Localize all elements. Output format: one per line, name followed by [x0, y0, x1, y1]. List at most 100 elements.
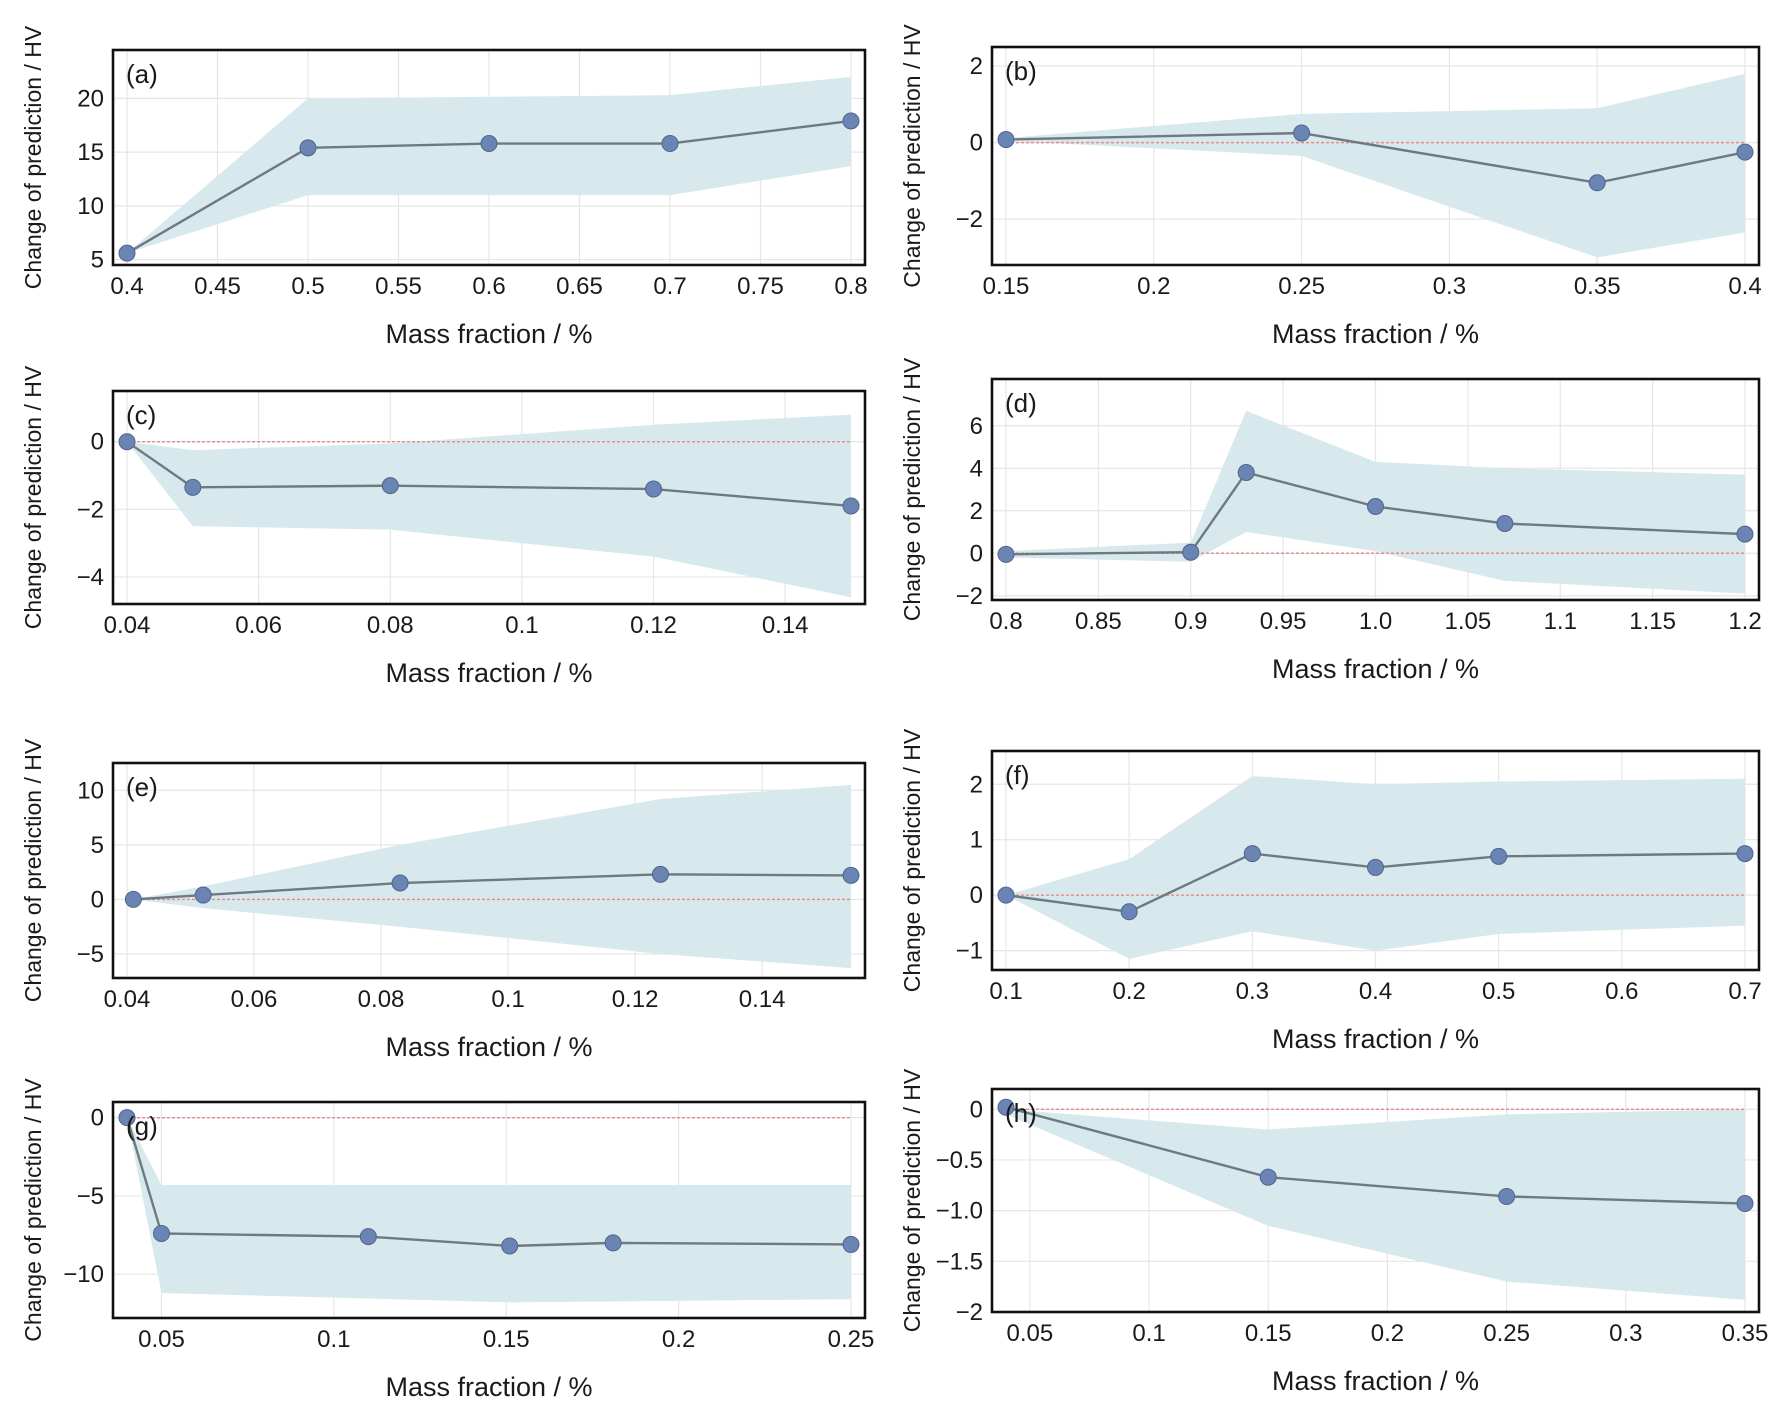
y-tick-label: 10 — [77, 777, 104, 804]
x-tick-label: 1.0 — [1359, 608, 1392, 635]
data-point — [118, 1109, 136, 1127]
data-point — [842, 497, 860, 515]
data-point — [501, 1237, 519, 1255]
data-point — [645, 480, 663, 498]
x-tick-label: 0.5 — [291, 273, 324, 300]
y-tick-label: −1 — [956, 938, 983, 965]
data-point — [842, 1235, 860, 1253]
panel-8: 0.05 0.1 0.15 0.2 0.25 0.3 0.35 −2 −1.5 −1.0 −0.5 0… — [899, 1068, 1768, 1396]
y-tick-label: 0 — [970, 540, 983, 567]
data-point — [1367, 858, 1384, 876]
x-tick-label: 1.15 — [1629, 608, 1676, 635]
x-tick-label: 0.45 — [194, 273, 241, 300]
y-tick-label: 0 — [970, 1096, 983, 1123]
data-point — [381, 477, 399, 495]
x-axis-label: Mass fraction / % — [1272, 319, 1479, 349]
x-tick-label: 0.8 — [834, 273, 867, 300]
x-tick-label: 0.3 — [1236, 978, 1269, 1005]
data-point — [1237, 464, 1255, 481]
y-tick-label: 20 — [77, 85, 104, 112]
data-point — [842, 866, 860, 884]
x-tick-label: 0.1 — [317, 1326, 350, 1353]
x-tick-label: 0.05 — [138, 1326, 185, 1353]
panel-label: (f) — [1005, 760, 1030, 790]
panel-label: (a) — [126, 59, 158, 89]
data-point — [480, 135, 498, 153]
data-point — [1498, 1187, 1516, 1205]
y-tick-label: 2 — [970, 53, 983, 80]
x-axis-label: Mass fraction / % — [1272, 1366, 1479, 1396]
x-tick-label: 0.5 — [1482, 978, 1515, 1005]
data-point — [1736, 845, 1754, 863]
x-tick-label: 0.95 — [1260, 608, 1307, 635]
y-axis-label: Change of prediction / HV — [899, 24, 925, 288]
y-tick-label: 6 — [970, 413, 983, 440]
y-tick-label: −5 — [77, 1183, 104, 1210]
x-tick-label: 0.04 — [104, 986, 151, 1013]
y-tick-label: 0 — [91, 429, 104, 456]
series-line — [1005, 852, 1746, 914]
x-axis-label: Mass fraction / % — [1272, 1024, 1479, 1054]
data-point — [1367, 498, 1384, 515]
y-tick-label: 5 — [91, 247, 104, 274]
x-tick-label: 0.12 — [630, 612, 677, 639]
data-point — [391, 874, 409, 892]
x-tick-label: 0.08 — [367, 612, 414, 639]
series-line — [125, 1117, 852, 1248]
x-tick-label: 0.3 — [1609, 1320, 1642, 1347]
y-tick-label: 15 — [77, 139, 104, 166]
plot-frame — [990, 1087, 1761, 1314]
x-tick-label: 0.6 — [472, 273, 505, 300]
x-tick-label: 1.05 — [1445, 608, 1492, 635]
y-axis-label: Change of prediction / HV — [899, 1068, 925, 1332]
y-tick-label: −0.5 — [936, 1147, 983, 1174]
x-tick-label: 0.05 — [1006, 1320, 1053, 1347]
x-tick-label: 0.15 — [483, 1326, 530, 1353]
y-tick-label: −2 — [956, 1299, 983, 1326]
y-tick-label: 0 — [91, 886, 104, 913]
x-tick-label: 0.2 — [1371, 1320, 1404, 1347]
data-point — [1588, 174, 1606, 192]
x-tick-label: 0.4 — [1359, 978, 1392, 1005]
data-point — [1120, 903, 1138, 921]
data-point — [1736, 525, 1754, 543]
y-axis-label: Change of prediction / HV — [20, 25, 46, 289]
data-point — [124, 890, 142, 908]
x-tick-label: 0.1 — [505, 612, 538, 639]
y-tick-label: 10 — [77, 193, 104, 220]
data-point — [997, 1098, 1015, 1116]
x-tick-label: 0.7 — [1728, 978, 1761, 1005]
data-point — [1182, 543, 1200, 561]
y-tick-label: 2 — [970, 498, 983, 525]
uncertainty-band — [1006, 73, 1745, 258]
x-tick-label: 0.25 — [1483, 1320, 1530, 1347]
x-tick-label: 0.04 — [104, 612, 151, 639]
y-tick-label: 2 — [970, 771, 983, 798]
data-point — [604, 1234, 622, 1252]
panel-1: 0.4 0.45 0.5 0.55 0.6 0.65 0.7 0.75 0.8 5 10 15 20 Ma… — [20, 25, 868, 349]
y-tick-label: −10 — [63, 1261, 104, 1288]
x-tick-label: 0.06 — [235, 612, 282, 639]
y-tick-label: −1.5 — [936, 1248, 983, 1275]
data-point — [1496, 515, 1514, 532]
x-tick-label: 0.75 — [737, 273, 784, 300]
x-tick-label: 0.15 — [1245, 1320, 1292, 1347]
x-axis-label: Mass fraction / % — [1272, 654, 1479, 684]
x-tick-label: 0.4 — [110, 273, 143, 300]
y-tick-label: −2 — [77, 496, 104, 523]
x-axis-label: Mass fraction / % — [385, 658, 592, 688]
x-tick-label: 0.14 — [739, 986, 786, 1013]
y-tick-label: 0 — [970, 130, 983, 157]
data-point — [118, 433, 136, 451]
x-tick-label: 1.2 — [1728, 608, 1761, 635]
data-point — [1736, 1195, 1754, 1213]
x-tick-label: 0.6 — [1605, 978, 1638, 1005]
x-tick-label: 0.25 — [1278, 273, 1325, 300]
data-point — [997, 886, 1015, 904]
panel-label: (h) — [1005, 1098, 1037, 1128]
data-point — [299, 139, 317, 157]
series-line — [1005, 471, 1746, 556]
series-line — [1005, 131, 1746, 184]
plot-frame — [990, 45, 1761, 267]
x-tick-label: 0.55 — [375, 273, 422, 300]
